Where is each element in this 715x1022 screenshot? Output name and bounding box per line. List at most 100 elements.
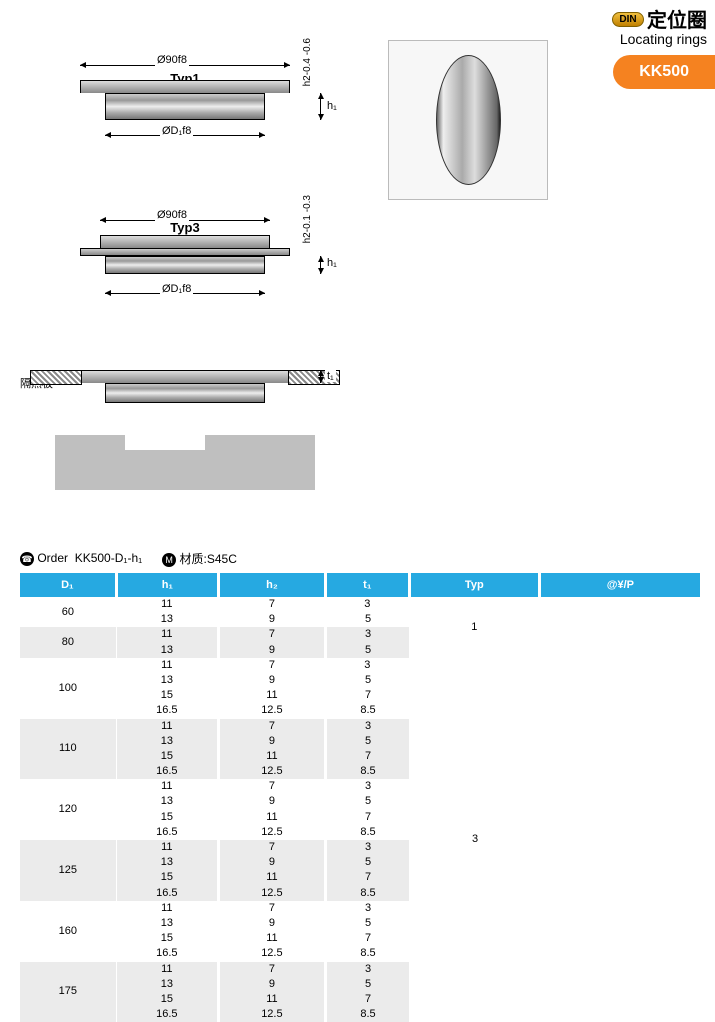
cell-val: 13 xyxy=(116,673,218,688)
cell-val: 12.5 xyxy=(219,946,326,961)
cell-val: 16.5 xyxy=(116,946,218,961)
dim-outer-dia: Ø90f8 xyxy=(155,54,189,66)
cell-val: 15 xyxy=(116,749,218,764)
cell-val: 15 xyxy=(116,992,218,1007)
cell-val: 7 xyxy=(219,719,326,734)
cell-val: 7 xyxy=(219,901,326,916)
cell-val: 7 xyxy=(219,779,326,794)
cell-d1: 100 xyxy=(20,658,116,719)
cell-val: 11 xyxy=(116,627,218,642)
cell-val: 16.5 xyxy=(116,703,218,718)
cell-val: 3 xyxy=(325,597,409,612)
cell-val: 11 xyxy=(219,992,326,1007)
cell-val: 5 xyxy=(325,916,409,931)
cell-val: 11 xyxy=(219,870,326,885)
cell-val: 8.5 xyxy=(325,764,409,779)
material-icon: M xyxy=(162,553,176,567)
dim-outer-dia-3: Ø90f8 xyxy=(155,209,189,221)
cell-val: 5 xyxy=(325,673,409,688)
spec-table: D₁h₁h₂t₁Typ@¥/P 601173113958011731395100… xyxy=(20,573,700,1022)
cell-d1: 110 xyxy=(20,719,116,780)
cell-val: 13 xyxy=(116,794,218,809)
cell-val: 7 xyxy=(219,962,326,977)
cell-d1: 60 xyxy=(20,597,116,627)
cell-val: 5 xyxy=(325,794,409,809)
cell-val: 9 xyxy=(219,916,326,931)
order-format: KK500-D₁-h₁ xyxy=(75,551,142,565)
product-photo xyxy=(388,40,548,200)
cell-typ: 1 xyxy=(409,597,539,658)
cell-val: 9 xyxy=(219,977,326,992)
cell-val: 11 xyxy=(116,658,218,673)
cell-val: 12.5 xyxy=(219,886,326,901)
dim-t1: t₁ xyxy=(325,370,336,382)
cell-val: 8.5 xyxy=(325,886,409,901)
cell-val: 5 xyxy=(325,612,409,627)
cell-d1: 125 xyxy=(20,840,116,901)
cell-val: 3 xyxy=(325,719,409,734)
cell-val: 9 xyxy=(219,794,326,809)
typ3-label: Typ3 xyxy=(30,220,340,235)
cell-val: 11 xyxy=(116,962,218,977)
title-cn: 定位圈 xyxy=(647,4,707,33)
cell-val: 7 xyxy=(219,840,326,855)
cell-val: 12.5 xyxy=(219,764,326,779)
cell-val: 11 xyxy=(116,901,218,916)
dim-h1: h₁ xyxy=(325,100,339,112)
cell-val: 8.5 xyxy=(325,703,409,718)
cell-val: 15 xyxy=(116,810,218,825)
cell-val: 13 xyxy=(116,612,218,627)
diagram-section: 隔热板 t₁ xyxy=(30,365,350,515)
dim-inner-dia-3: ØD₁f8 xyxy=(160,283,193,295)
ring-3d-icon xyxy=(436,55,501,185)
material-label: 材质:S45C xyxy=(180,552,237,566)
cell-val: 15 xyxy=(116,870,218,885)
cell-val: 12.5 xyxy=(219,703,326,718)
cell-val: 7 xyxy=(325,810,409,825)
mount-block xyxy=(55,435,315,490)
page-header: DIN 定位圈 Locating rings xyxy=(612,4,707,47)
cell-val: 15 xyxy=(116,688,218,703)
cell-val: 7 xyxy=(219,597,326,612)
cell-val: 7 xyxy=(325,870,409,885)
technical-diagrams: Ø90f8 ØD₁f8 h2-0.4 -0.6 h₁ Typ1 Ø90f8 ØD… xyxy=(30,25,350,545)
cell-val: 9 xyxy=(219,855,326,870)
cell-val: 8.5 xyxy=(325,1007,409,1022)
cell-val: 11 xyxy=(219,688,326,703)
cell-val: 3 xyxy=(325,901,409,916)
col-header: D₁ xyxy=(20,573,116,597)
col-header: t₁ xyxy=(325,573,409,597)
cell-val: 3 xyxy=(325,658,409,673)
diagram-typ1: Ø90f8 ØD₁f8 h2-0.4 -0.6 h₁ Typ1 xyxy=(30,25,350,165)
col-header: @¥/P xyxy=(539,573,700,597)
cell-val: 8.5 xyxy=(325,946,409,961)
cell-val: 16.5 xyxy=(116,764,218,779)
cell-val: 13 xyxy=(116,734,218,749)
phone-icon: ☎ xyxy=(20,552,34,566)
dim-h2-typ1: h2-0.4 -0.6 xyxy=(302,38,313,86)
col-header: Typ xyxy=(409,573,539,597)
cell-val: 5 xyxy=(325,734,409,749)
cell-val: 3 xyxy=(325,840,409,855)
cell-val: 13 xyxy=(116,855,218,870)
cell-val: 11 xyxy=(116,840,218,855)
title-en: Locating rings xyxy=(612,31,707,47)
cell-price xyxy=(539,597,700,1022)
col-header: h₁ xyxy=(116,573,218,597)
cell-val: 3 xyxy=(325,779,409,794)
dim-h1-3: h₁ xyxy=(325,257,339,269)
din-badge: DIN xyxy=(612,12,643,27)
cell-val: 7 xyxy=(325,749,409,764)
order-header: ☎ Order KK500-D₁-h₁ M 材质:S45C xyxy=(20,550,700,567)
cell-val: 5 xyxy=(325,977,409,992)
col-header: h₂ xyxy=(219,573,326,597)
product-code-tab: KK500 xyxy=(613,55,715,89)
cell-val: 7 xyxy=(219,658,326,673)
cell-val: 5 xyxy=(325,855,409,870)
cell-val: 9 xyxy=(219,673,326,688)
cell-val: 3 xyxy=(325,962,409,977)
cell-val: 13 xyxy=(116,916,218,931)
cell-val: 7 xyxy=(219,627,326,642)
cell-val: 7 xyxy=(325,688,409,703)
cell-val: 12.5 xyxy=(219,825,326,840)
